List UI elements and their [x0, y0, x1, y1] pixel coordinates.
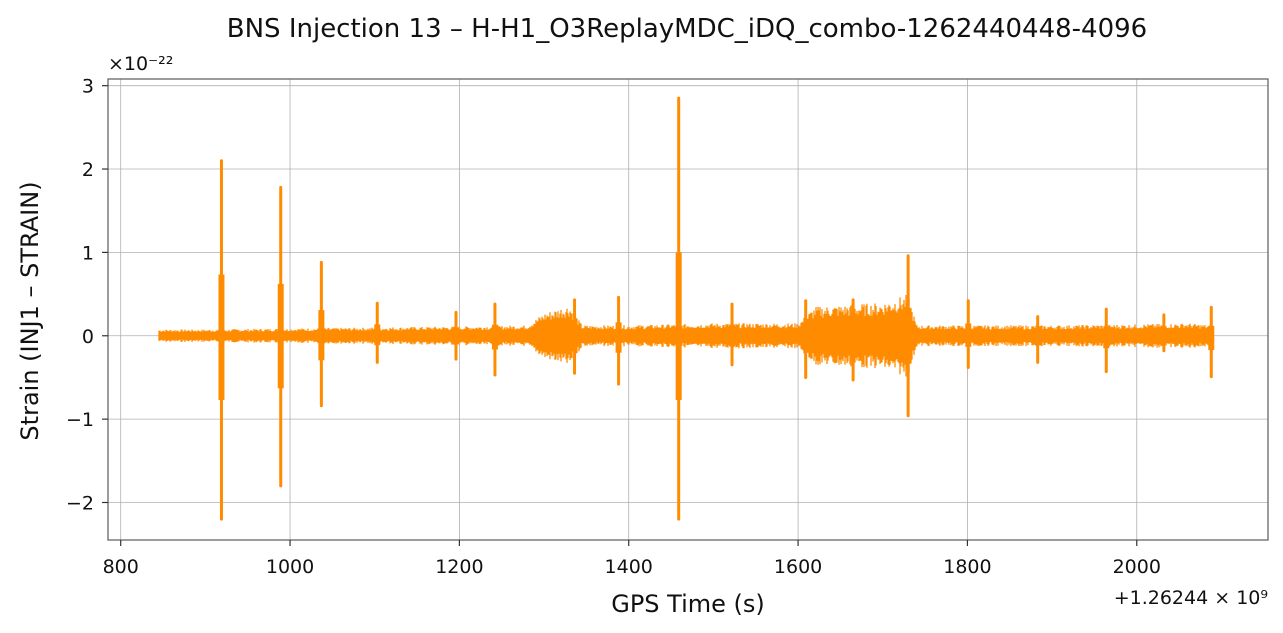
y-axis-label: Strain (INJ1 – STRAIN): [16, 181, 44, 440]
x-tick-label: 1000: [266, 556, 314, 578]
x-tick-label: 1800: [943, 556, 991, 578]
x-tick-label: 2000: [1113, 556, 1161, 578]
x-tick-label: 1600: [774, 556, 822, 578]
x-axis-label: GPS Time (s): [611, 590, 765, 618]
strain-noise-band: [158, 294, 1213, 377]
y-scale-label: ×10⁻²²: [108, 53, 173, 75]
x-tick-label: 1400: [605, 556, 653, 578]
y-tick-label: 0: [82, 326, 94, 348]
tick-layer: 800 1000 1200 1400 1600 1800 2000 −2 −1 0 1 2 3: [66, 76, 1161, 578]
y-tick-label: 2: [82, 159, 94, 181]
plot-frame: [107, 78, 1269, 541]
y-tick-label: −1: [66, 409, 94, 431]
x-offset-label: +1.26244 × 10⁹: [1114, 587, 1268, 609]
x-tick-label: 800: [103, 556, 139, 578]
strain-series: [158, 96, 1215, 521]
strain-noise-path: [158, 294, 1213, 377]
y-tick-label: −2: [66, 492, 94, 514]
chart-title: BNS Injection 13 – H-H1_O3ReplayMDC_iDQ_…: [227, 14, 1147, 44]
y-tick-label: 3: [82, 76, 94, 98]
y-tick-label: 1: [82, 242, 94, 264]
x-tick-label: 1200: [435, 556, 483, 578]
